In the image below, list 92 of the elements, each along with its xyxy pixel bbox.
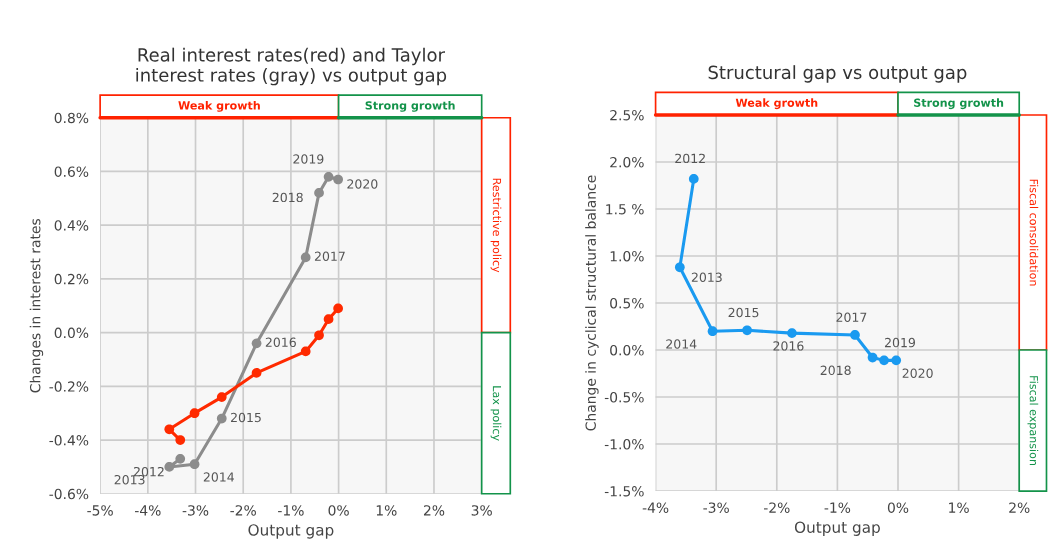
annotation: 2018 (272, 192, 303, 203)
point (879, 355, 889, 366)
point (164, 462, 175, 472)
annotation: 2017 (836, 312, 867, 322)
x-tick-label: 1% (376, 505, 397, 516)
point (333, 174, 343, 185)
point (787, 328, 797, 338)
y-tick-label: -0.2% (49, 381, 89, 392)
text: Fiscal expansion (1027, 376, 1039, 466)
text: Fiscal consolidation (1029, 179, 1039, 286)
text: Weak growth (178, 101, 260, 112)
y-tick-label: 1.0% (610, 250, 644, 262)
x-tick-label: 3% (471, 505, 492, 516)
y-tick-label: 0.0% (610, 344, 644, 356)
point (674, 262, 685, 273)
point (175, 435, 186, 445)
annotation: 2017 (314, 251, 345, 262)
point (333, 303, 343, 314)
y-tick-label: -0.5% (604, 392, 644, 403)
x-tick-label: -3% (703, 502, 729, 513)
x-tick-label: -2% (230, 505, 256, 516)
point (707, 326, 718, 337)
annotation: 2018 (820, 365, 851, 376)
y-axis-title: Change in cyclical structural balance (585, 175, 599, 431)
point (742, 325, 752, 336)
annotation: 2016 (265, 337, 296, 347)
point (300, 252, 311, 263)
point (251, 368, 262, 378)
x-tick-label: -3% (182, 505, 209, 516)
y-tick-label: -1.5% (604, 486, 644, 497)
text: Strong growth (365, 101, 455, 112)
point (323, 314, 334, 325)
point (175, 453, 186, 464)
y-tick-label: 0.6% (54, 166, 89, 177)
x-tick-label: 0% (887, 502, 909, 513)
chart-title: Real interest rates(red) and Taylor interest rates (gray) vs output gap (136, 47, 447, 86)
annotation: 2020 (902, 368, 933, 378)
x-tick-label: -5% (87, 505, 113, 516)
point (867, 352, 878, 363)
annotation: 2012 (133, 466, 164, 477)
x-tick-label: -4% (642, 502, 669, 513)
point (300, 346, 311, 357)
annotation: 2019 (293, 154, 324, 164)
x-tick-label: 1% (949, 502, 969, 513)
point (323, 171, 334, 182)
y-tick-label: 0.2% (54, 273, 89, 285)
annotation: 2012 (675, 153, 705, 164)
x-tick-label: 2% (1009, 502, 1030, 513)
x-tick-label: -2% (763, 502, 790, 513)
y-tick-label: 0.4% (54, 220, 89, 231)
annotation: 2020 (347, 179, 378, 189)
y-tick-label: -0.6% (49, 488, 89, 500)
x-tick-label: -4% (134, 505, 161, 516)
y-tick-label: 2.5% (610, 109, 644, 121)
y-tick-label: 1.5 % (606, 203, 644, 215)
annotation: 2013 (114, 474, 145, 485)
y-tick-label: 0.8% (54, 112, 89, 124)
point (216, 413, 227, 424)
annotation: 2015 (728, 307, 759, 318)
point (688, 174, 699, 184)
y-axis-title: Changes in interest rates (29, 218, 44, 393)
point (164, 424, 175, 435)
x-tick-label: 2% (423, 505, 445, 516)
x-axis-title: Output gap (794, 521, 880, 536)
text: Lax policy (490, 386, 502, 441)
annotation: 2014 (666, 339, 697, 349)
text: Restrictive policy (490, 178, 502, 273)
x-tick-label: -1% (824, 502, 851, 513)
y-tick-label: 0.0% (54, 327, 89, 339)
annotation: 2019 (884, 337, 915, 348)
point (251, 338, 262, 349)
y-tick-label: -1.0% (604, 439, 644, 450)
text: Strong growth (914, 98, 1004, 110)
text: Weak growth (735, 98, 818, 110)
point (850, 330, 860, 340)
point (314, 188, 324, 198)
annotation: 2013 (691, 272, 722, 283)
point (314, 330, 324, 341)
point (216, 392, 227, 402)
annotation: 2016 (773, 341, 804, 351)
x-tick-label: -1% (278, 505, 304, 516)
y-tick-label: 0.5% (610, 297, 644, 309)
point (891, 355, 902, 366)
y-tick-label: 2.0% (610, 156, 644, 168)
point (189, 459, 200, 470)
point (189, 408, 200, 419)
x-axis-title: Output gap (248, 524, 334, 539)
chart-title: Structural gap vs output gap (708, 65, 967, 83)
annotation: 2015 (231, 412, 261, 423)
x-tick-label: 0% (328, 505, 349, 516)
y-tick-label: -0.4% (49, 435, 89, 446)
annotation: 2014 (203, 472, 235, 482)
